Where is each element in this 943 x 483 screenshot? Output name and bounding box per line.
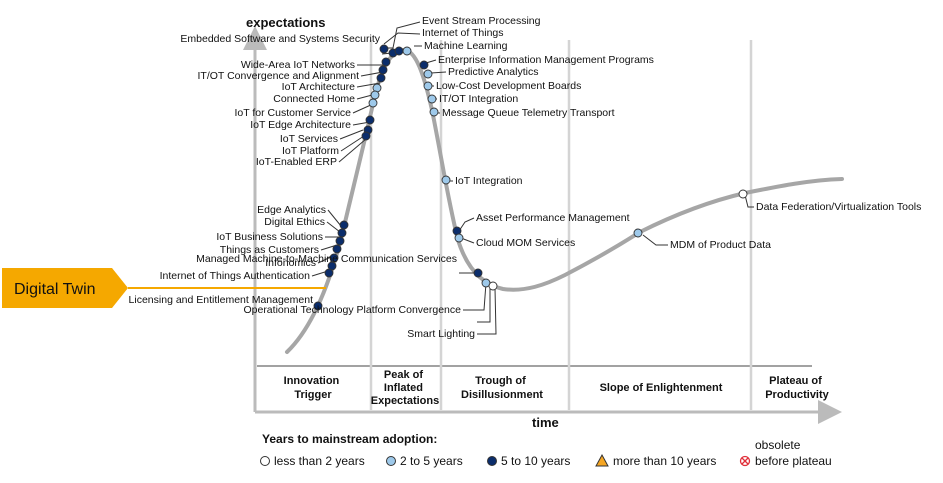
tech-dot-digital-ethics xyxy=(337,228,347,238)
legend-marker-2-to-5-years xyxy=(386,456,396,466)
tech-label: Things as Customers xyxy=(220,244,319,256)
tech-label: Internet of Things Authentication xyxy=(160,270,311,282)
legend-label-2-to-5-years: 2 to 5 years xyxy=(400,454,463,468)
tech-dot-data-federation-virtualization-tools xyxy=(738,189,748,199)
tech-label: IoT Platform xyxy=(282,145,339,157)
tech-label: Edge Analytics xyxy=(257,204,326,216)
tech-dot-smart-lighting xyxy=(488,281,498,291)
tech-dot-licensing-and-entitlement-management xyxy=(313,301,323,311)
tech-dot-cloud-mom-services xyxy=(454,233,464,243)
legend-marker-more-than-10-years xyxy=(595,453,609,467)
tech-label: IoT Integration xyxy=(455,175,523,187)
tech-dot-enterprise-information-management-programs xyxy=(419,60,429,70)
legend-label-5-to-10-years: 5 to 10 years xyxy=(501,454,570,468)
tech-label: Operational Technology Platform Converge… xyxy=(243,304,461,316)
tech-dot-things-as-customers xyxy=(332,244,342,254)
legend-marker-obsolete-icon xyxy=(739,455,751,467)
legend-label-less-than-2-years: less than 2 years xyxy=(274,454,365,468)
phase-innovation-trigger: Innovation Trigger xyxy=(284,375,343,401)
tech-dot-iot-enabled-erp xyxy=(361,131,371,141)
tech-label: IoT Business Solutions xyxy=(216,231,323,243)
tech-label: Data Federation/Virtualization Tools xyxy=(756,201,921,213)
tech-label: MDM of Product Data xyxy=(670,239,771,251)
tech-dot-machine-learning xyxy=(402,46,412,56)
digital-twin-callout-shape xyxy=(2,268,128,308)
tech-dot-iot-edge-architecture xyxy=(368,98,378,108)
legend-label-before-plateau: before plateau xyxy=(755,454,832,468)
y-axis-title: expectations xyxy=(246,15,325,30)
tech-dot-low-cost-development-boards xyxy=(423,81,433,91)
tech-dot-embedded-software-and-systems-security xyxy=(379,44,389,54)
tech-dot-managed-machine-to-machine-communication-services xyxy=(473,268,483,278)
phase-slope-of-enlightenment: Slope of Enlightenment xyxy=(600,382,723,394)
tech-label: Asset Performance Management xyxy=(476,212,630,224)
legend-marker-5-to-10-years xyxy=(487,456,497,466)
tech-label: IT/OT Convergence and Alignment xyxy=(198,70,360,82)
tech-dot-iot-integration xyxy=(441,175,451,185)
tech-dot-iot-business-solutions xyxy=(335,236,345,246)
technology-labels: Event Stream Processing Internet of Thin… xyxy=(129,15,922,340)
phase-plateau-of-productivity: Plateau of Productivity xyxy=(765,375,829,401)
tech-label: IoT Architecture xyxy=(282,81,356,93)
tech-dot-it-ot-convergence-and-alignment xyxy=(378,65,388,75)
tech-dot-it-ot-integration xyxy=(427,94,437,104)
tech-label: Predictive Analytics xyxy=(448,66,538,78)
tech-label: Smart Lighting xyxy=(407,328,475,340)
tech-label: IoT Services xyxy=(280,133,338,145)
digital-twin-callout: Digital Twin xyxy=(2,268,326,308)
tech-dot-predictive-analytics xyxy=(423,69,433,79)
tech-label: Enterprise Information Management Progra… xyxy=(438,54,654,66)
tech-dot-internet-of-things xyxy=(394,46,404,56)
tech-dot-infonomics xyxy=(329,253,339,263)
tech-dot-mdm-of-product-data xyxy=(633,228,643,238)
tech-dot-iot-architecture xyxy=(376,73,386,83)
axes: expectations time xyxy=(243,15,842,430)
tech-label: IT/OT Integration xyxy=(439,93,518,105)
tech-label: Managed Machine-to-Machine Communication… xyxy=(196,253,457,265)
tech-label: Event Stream Processing xyxy=(422,15,541,27)
tech-label: Connected Home xyxy=(273,93,355,105)
legend: Years to mainstream adoption: less than … xyxy=(260,432,832,468)
tech-label: Low-Cost Development Boards xyxy=(436,80,581,92)
tech-dot-message-queue-telemetry-transport xyxy=(429,107,439,117)
legend-label-more-than-10-years: more than 10 years xyxy=(613,454,716,468)
tech-label: Licensing and Entitlement Management xyxy=(129,294,314,306)
tech-dot-wide-area-iot-networks xyxy=(381,57,391,67)
tech-label: Digital Ethics xyxy=(264,216,325,228)
tech-label: Wide-Area IoT Networks xyxy=(241,59,355,71)
tech-dot-iot-for-customer-service xyxy=(370,90,380,100)
x-axis-title: time xyxy=(532,415,559,430)
tech-label: Infonomics xyxy=(265,257,316,269)
tech-label: Internet of Things xyxy=(422,27,504,39)
tech-dot-edge-analytics xyxy=(339,220,349,230)
legend-title: Years to mainstream adoption: xyxy=(262,432,437,446)
legend-label-obsolete: obsolete xyxy=(755,438,801,452)
tech-label: Message Queue Telemetry Transport xyxy=(442,107,615,119)
phase-peak-of-inflated-expectations: Peak of Inflated Expectations xyxy=(371,369,439,407)
technology-dots xyxy=(313,44,748,311)
tech-label: IoT-Enabled ERP xyxy=(256,156,337,168)
tech-dot-digital-twin xyxy=(324,268,334,278)
tech-label: Cloud MOM Services xyxy=(476,237,575,249)
tech-label: Embedded Software and Systems Security xyxy=(180,33,380,45)
tech-label: IoT Edge Architecture xyxy=(250,119,351,131)
phase-trough-of-disillusionment: Trough of Disillusionment xyxy=(461,375,543,401)
digital-twin-callout-label: Digital Twin xyxy=(14,281,96,298)
phase-labels: Innovation Trigger Peak of Inflated Expe… xyxy=(284,369,830,407)
tech-dot-iot-services xyxy=(365,115,375,125)
tech-label: Machine Learning xyxy=(424,40,508,52)
tech-label: IoT for Customer Service xyxy=(234,107,351,119)
legend-marker-less-than-2-years xyxy=(260,456,270,466)
